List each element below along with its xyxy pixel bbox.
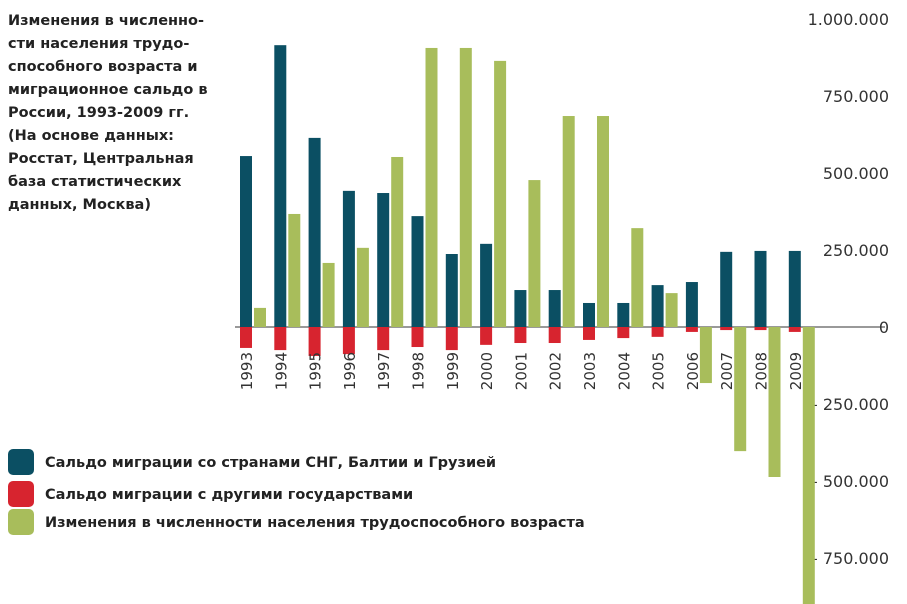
bar <box>685 327 698 332</box>
chart-title: способного возраста и <box>8 59 198 75</box>
x-tick-label: 2008 <box>753 352 771 390</box>
bar <box>391 156 404 327</box>
legend-swatch <box>8 509 34 535</box>
bar <box>459 47 472 328</box>
bar <box>583 327 595 340</box>
bar <box>720 327 733 331</box>
x-tick-label: 2004 <box>615 352 633 390</box>
bar <box>754 250 767 327</box>
bar <box>528 180 541 327</box>
x-tick-label: 1997 <box>375 352 393 390</box>
legend-label: Изменения в численности населения трудос… <box>45 515 585 531</box>
bar <box>308 137 321 327</box>
y-tick-label: – 500.000 <box>810 472 889 491</box>
bar <box>562 116 575 328</box>
bar <box>377 327 390 351</box>
bar <box>754 327 767 331</box>
bar <box>617 327 630 339</box>
x-tick-label: 1995 <box>307 352 325 390</box>
bar <box>720 251 733 327</box>
chart-title: Изменения в численно- <box>8 13 204 29</box>
bar <box>699 327 712 384</box>
bar <box>411 216 424 327</box>
x-tick-label: 2000 <box>478 352 496 390</box>
bar <box>514 290 527 327</box>
bar <box>411 327 424 348</box>
y-tick-label: 500.000 <box>823 164 889 183</box>
bar <box>322 262 335 327</box>
x-tick-label: 1993 <box>238 352 256 390</box>
bar <box>631 228 644 327</box>
bar <box>583 302 595 327</box>
y-tick-label: – 250.000 <box>810 395 889 414</box>
legend-label: Сальдо миграции со странами СНГ, Балтии … <box>45 455 496 471</box>
bar <box>548 327 561 344</box>
bar <box>494 60 507 327</box>
bar <box>240 156 252 327</box>
bar <box>342 327 355 355</box>
chart-title: миграционное сальдо в <box>8 82 208 98</box>
x-tick-label: 2007 <box>718 352 736 390</box>
x-tick-label: 2001 <box>512 352 530 390</box>
bar <box>685 282 698 327</box>
y-tick-label: – 750.000 <box>810 549 889 568</box>
x-tick-label: 2002 <box>547 352 565 390</box>
bar <box>254 307 266 327</box>
bar <box>597 116 609 328</box>
x-tick-label: 1998 <box>410 352 428 390</box>
x-tick-label: 2003 <box>581 352 599 390</box>
chart-title: сти населения трудо- <box>8 36 189 52</box>
legend-swatch <box>8 481 34 507</box>
bar <box>377 193 390 327</box>
bar <box>788 327 801 332</box>
chart-title: (На основе данных: <box>8 128 174 144</box>
chart-title: данных, Москва) <box>8 197 151 213</box>
bar <box>274 45 287 328</box>
y-tick-label: 750.000 <box>823 87 889 106</box>
bar <box>308 327 321 356</box>
chart-title: России, 1993-2009 гг. <box>8 105 189 121</box>
y-tick-label: 250.000 <box>823 241 889 260</box>
x-tick-label: 1996 <box>341 352 359 390</box>
bar <box>240 327 252 348</box>
legend-label: Сальдо миграции с другими государствами <box>45 487 413 503</box>
bar <box>617 302 630 327</box>
x-tick-label: 2006 <box>684 352 702 390</box>
bar <box>514 327 527 344</box>
bar <box>802 327 815 604</box>
x-tick-label: 1999 <box>444 352 462 390</box>
bar <box>548 290 561 327</box>
x-tick-label: 1994 <box>272 352 290 390</box>
x-tick-label: 2005 <box>650 352 668 390</box>
y-tick-label: 1.000.000 <box>808 10 889 29</box>
chart-title: база статистических <box>8 174 182 190</box>
bar <box>342 190 355 327</box>
bar <box>356 247 369 327</box>
bar <box>480 243 493 327</box>
bar <box>734 327 747 452</box>
bar <box>274 327 287 351</box>
bar <box>288 213 301 327</box>
bar <box>651 285 664 327</box>
bar <box>665 293 678 327</box>
bar <box>445 327 458 351</box>
bar <box>425 47 438 328</box>
bar <box>768 327 781 477</box>
bar <box>445 254 458 327</box>
bar <box>480 327 493 345</box>
bar <box>788 250 801 327</box>
bar <box>651 327 664 337</box>
legend-swatch <box>8 449 34 475</box>
chart-title: Росстат, Центральная <box>8 151 194 167</box>
x-tick-label: 2009 <box>787 352 805 390</box>
